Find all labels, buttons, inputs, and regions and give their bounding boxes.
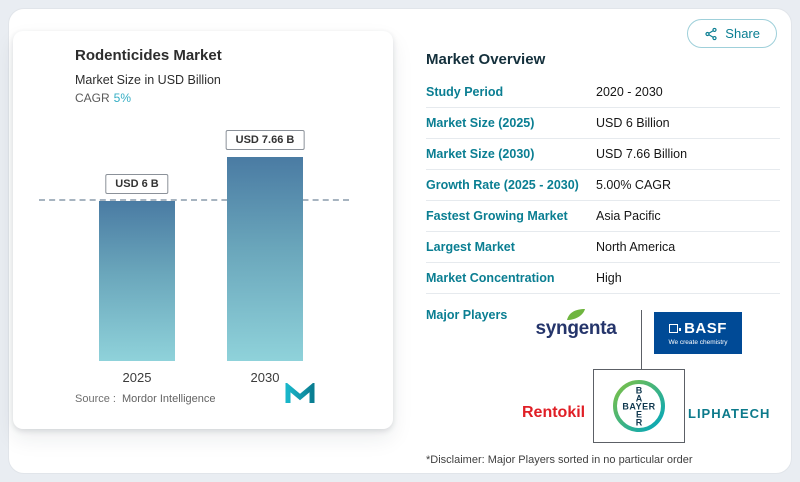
row-study-period: Study Period 2020 - 2030	[426, 77, 780, 108]
bayer-wordmark: BAYER	[622, 402, 655, 412]
x-axis-label-2025: 2025	[122, 370, 152, 385]
row-label: Fastest Growing Market	[426, 209, 568, 223]
basf-wordmark: BASF	[684, 320, 727, 337]
syngenta-logo: syngenta	[518, 308, 634, 340]
row-market-concentration: Market Concentration High	[426, 263, 780, 294]
bar-value-label-2025: USD 6 B	[105, 174, 169, 194]
row-market-size-2030: Market Size (2030) USD 7.66 Billion	[426, 139, 780, 170]
logo-divider-vertical	[641, 310, 642, 369]
basf-logo: BASF We create chemistry	[654, 312, 742, 354]
bar-value-label-2030: USD 7.66 B	[225, 130, 305, 150]
share-icon	[705, 27, 717, 40]
chart-cagr: CAGR 5%	[75, 91, 131, 105]
disclaimer-text: *Disclaimer: Major Players sorted in no …	[426, 454, 693, 466]
x-axis-label-2030: 2030	[250, 370, 280, 385]
row-label: Market Size (2025)	[426, 116, 535, 130]
row-label: Growth Rate (2025 - 2030)	[426, 178, 579, 192]
source-label: Source :	[75, 393, 116, 405]
liphatech-logo: LIPHATECH	[688, 406, 771, 421]
row-value: North America	[596, 240, 676, 254]
row-label: Largest Market	[426, 240, 515, 254]
row-growth-rate: Growth Rate (2025 - 2030) 5.00% CAGR	[426, 170, 780, 201]
svg-text:B: B	[636, 386, 643, 396]
source-name: Mordor Intelligence	[121, 393, 216, 405]
basf-tagline: We create chemistry	[668, 339, 728, 346]
bar-2025	[99, 201, 175, 361]
basf-squares-icon	[669, 324, 682, 333]
mordor-intelligence-logo-icon	[285, 383, 315, 403]
svg-text:E: E	[636, 410, 642, 420]
chart-title: Rodenticides Market	[75, 47, 222, 64]
market-size-chart-card: Rodenticides Market Market Size in USD B…	[13, 31, 393, 429]
row-value: USD 7.66 Billion	[596, 147, 688, 161]
row-fastest-growing-market: Fastest Growing Market Asia Pacific	[426, 201, 780, 232]
row-largest-market: Largest Market North America	[426, 232, 780, 263]
row-label: Market Size (2030)	[426, 147, 535, 161]
row-label: Market Concentration	[426, 271, 555, 285]
major-players-label: Major Players	[426, 308, 508, 322]
chart-subtitle: Market Size in USD Billion	[75, 73, 221, 87]
share-button-label: Share	[725, 26, 760, 41]
row-value: 2020 - 2030	[596, 85, 663, 99]
bar-2030	[227, 157, 303, 361]
row-label: Study Period	[426, 85, 504, 99]
overview-heading: Market Overview	[426, 51, 546, 68]
cagr-value: 5%	[113, 91, 132, 105]
svg-text:R: R	[636, 418, 643, 428]
reference-dashed-line	[39, 199, 349, 201]
syngenta-wordmark: syngenta	[535, 318, 617, 339]
source-line: Source : Mordor Intelligence	[75, 393, 216, 405]
cagr-label: CAGR	[75, 91, 110, 105]
row-value: 5.00% CAGR	[596, 178, 672, 192]
row-value: High	[596, 271, 622, 285]
syngenta-leaf-icon	[567, 309, 585, 320]
rentokil-logo: Rentokil	[522, 404, 586, 421]
major-players-section: Major Players syngenta BASF We create ch…	[426, 304, 780, 446]
svg-text:A: A	[636, 394, 643, 404]
row-value: Asia Pacific	[596, 209, 661, 223]
row-market-size-2025: Market Size (2025) USD 6 Billion	[426, 108, 780, 139]
report-card: Rodenticides Market Market Size in USD B…	[8, 8, 792, 474]
row-value: USD 6 Billion	[596, 116, 670, 130]
market-overview-panel: Market Overview Study Period 2020 - 2030…	[426, 51, 780, 466]
share-button[interactable]: Share	[687, 19, 777, 48]
